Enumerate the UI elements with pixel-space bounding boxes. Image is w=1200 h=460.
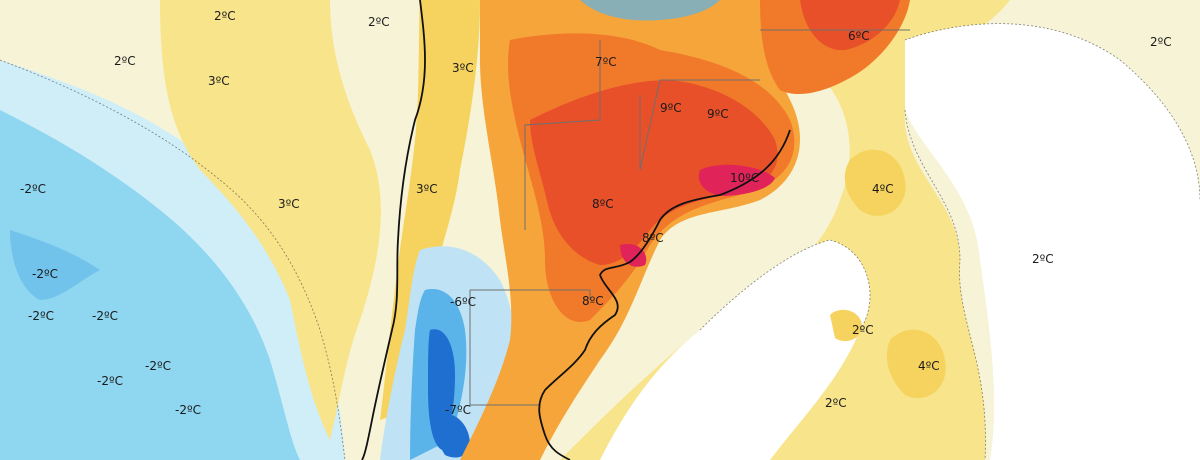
- temp-label: 9ºC: [660, 101, 682, 115]
- temp-label: -2ºC: [175, 403, 201, 417]
- anomaly-zone-brazil-red: [800, 0, 900, 51]
- temp-label: -2ºC: [20, 182, 46, 196]
- temp-label: 8ºC: [592, 197, 614, 211]
- temp-label: -2ºC: [97, 374, 123, 388]
- temp-label: 7ºC: [595, 55, 617, 69]
- coastline-chile: [361, 0, 426, 460]
- temp-label: 8ºC: [642, 231, 664, 245]
- anomaly-zone-east-neutral: [905, 23, 1200, 460]
- temp-label: -2ºC: [32, 267, 58, 281]
- temp-label: 3ºC: [452, 61, 474, 75]
- temp-label: 2ºC: [214, 9, 236, 23]
- temp-label: -2ºC: [92, 309, 118, 323]
- temp-label: 2ºC: [825, 396, 847, 410]
- temp-label: 9ºC: [707, 107, 729, 121]
- temp-label: 3ºC: [208, 74, 230, 88]
- temp-label: -7ºC: [445, 403, 471, 417]
- country-border: [524, 40, 601, 230]
- anomaly-zone-east-3c: [830, 309, 862, 342]
- anomaly-zone-patagonia-cold-core: [437, 414, 470, 458]
- anomaly-zone-bolivia-cold: [580, 0, 720, 21]
- temp-label: 3ºC: [416, 182, 438, 196]
- contour-line: [904, 23, 1200, 201]
- temp-label: 2ºC: [1150, 35, 1172, 49]
- temp-label: 2ºC: [852, 323, 874, 337]
- temp-label: 2ºC: [368, 15, 390, 29]
- anomaly-zone-pacific-band: [10, 230, 100, 300]
- country-border: [469, 290, 540, 406]
- anomaly-zone-argentina-hotspot: [698, 164, 775, 196]
- anomaly-zone-east-pocket: [1000, 313, 1052, 408]
- temp-label: 8ºC: [582, 294, 604, 308]
- anomaly-zone-center-neutral: [600, 240, 870, 460]
- contour-line: [904, 109, 986, 460]
- anomaly-zone-pacific-deep: [0, 110, 300, 460]
- temp-label: -2ºC: [28, 309, 54, 323]
- temp-label: 4ºC: [918, 359, 940, 373]
- anomaly-zone-east-4c-north: [844, 149, 906, 216]
- anomaly-zone-pacific-yellow: [160, 0, 381, 440]
- anomaly-zone-argentina-red-south: [620, 244, 647, 267]
- coastline-atlantic: [538, 129, 791, 460]
- country-border: [639, 79, 760, 171]
- anomaly-zone-andes-yellow: [380, 0, 480, 420]
- temp-label: -2ºC: [145, 359, 171, 373]
- temp-label: 10ºC: [730, 171, 759, 185]
- anomaly-zone-east-4c-south: [886, 329, 946, 399]
- country-border: [470, 289, 591, 300]
- anomaly-zone-argentina-red: [530, 80, 778, 265]
- temp-label: -6ºC: [450, 295, 476, 309]
- temp-label: 6ºC: [848, 29, 870, 43]
- temp-label: 3ºC: [278, 197, 300, 211]
- temp-label: 2ºC: [114, 54, 136, 68]
- contour-line: [0, 59, 346, 460]
- temp-label: 2ºC: [1032, 252, 1054, 266]
- temp-label: 4ºC: [872, 182, 894, 196]
